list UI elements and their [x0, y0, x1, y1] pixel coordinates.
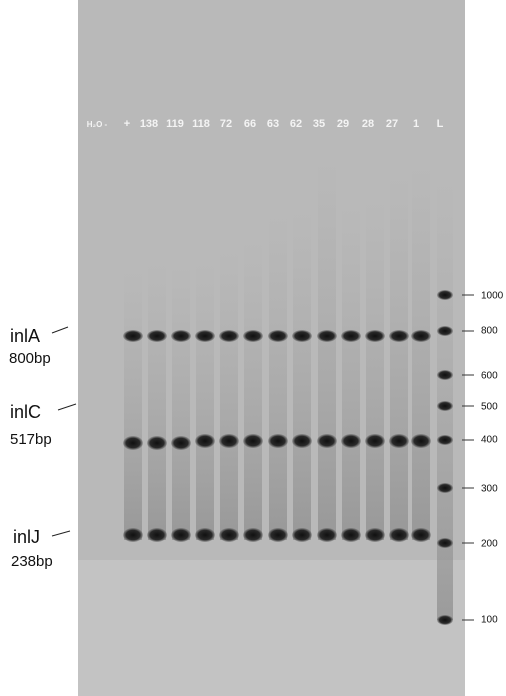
- band: [389, 330, 409, 342]
- lane-label: 35: [313, 118, 325, 130]
- band: [171, 330, 191, 342]
- ladder-band: [437, 401, 453, 411]
- lane-label: 118: [192, 118, 210, 130]
- band: [411, 528, 431, 542]
- band: [219, 528, 239, 542]
- band: [341, 330, 361, 342]
- band: [317, 528, 337, 542]
- gel-lower: [78, 560, 465, 696]
- band: [411, 330, 431, 342]
- lane-label: +: [124, 118, 130, 130]
- band: [147, 528, 167, 542]
- band: [268, 434, 288, 448]
- band: [147, 330, 167, 342]
- ladder-label: 300: [481, 484, 498, 495]
- gene-name: inlA: [10, 326, 40, 346]
- smear: [220, 250, 238, 540]
- band: [365, 528, 385, 542]
- band: [243, 330, 263, 342]
- band: [195, 528, 215, 542]
- ladder-label: 200: [481, 539, 498, 550]
- pointer: [51, 530, 71, 537]
- band: [171, 528, 191, 542]
- band: [123, 330, 143, 342]
- lane-label: 1: [413, 118, 419, 130]
- band: [123, 436, 143, 450]
- smear: [366, 200, 384, 540]
- gene-size: 800bp: [9, 350, 51, 367]
- smear: [293, 210, 311, 540]
- band: [219, 434, 239, 448]
- ladder-label: 400: [481, 435, 498, 446]
- band: [243, 434, 263, 448]
- ladder-band: [437, 435, 453, 445]
- lane-label: 28: [362, 118, 374, 130]
- smear: [318, 160, 336, 540]
- lane-label: 62: [290, 118, 302, 130]
- lane-label: L: [437, 118, 444, 130]
- gene-name: inlC: [10, 402, 41, 422]
- band: [411, 434, 431, 448]
- lane-label: 29: [337, 118, 349, 130]
- lane-label: H₂O -: [87, 120, 108, 129]
- smear: [124, 270, 142, 540]
- ladder-label: 100: [481, 615, 498, 626]
- ladder-label: 600: [481, 371, 498, 382]
- band: [195, 330, 215, 342]
- band: [243, 528, 263, 542]
- band: [317, 434, 337, 448]
- band: [195, 434, 215, 448]
- ladder-label: 800: [481, 326, 498, 337]
- ladder-label: 1000: [481, 291, 504, 302]
- gene-name: inlJ: [13, 527, 40, 547]
- smear: [412, 165, 430, 540]
- smear: [196, 262, 214, 540]
- smear: [342, 205, 360, 540]
- smear: [172, 265, 190, 540]
- pointer: [51, 326, 69, 334]
- band: [292, 330, 312, 342]
- band: [389, 528, 409, 542]
- band: [147, 436, 167, 450]
- smear: [390, 175, 408, 540]
- band: [292, 528, 312, 542]
- smear: [148, 262, 166, 540]
- band: [389, 434, 409, 448]
- lane-label: 72: [220, 118, 232, 130]
- band: [123, 528, 143, 542]
- band: [292, 434, 312, 448]
- band: [341, 434, 361, 448]
- lane-label: 138: [140, 118, 158, 130]
- band: [365, 434, 385, 448]
- lane-label: 27: [386, 118, 398, 130]
- lane-label: 119: [166, 118, 184, 130]
- ladder-band: [437, 326, 453, 336]
- band: [219, 330, 239, 342]
- ladder-band: [437, 290, 453, 300]
- lane-label: 66: [244, 118, 256, 130]
- band: [268, 528, 288, 542]
- band: [171, 436, 191, 450]
- smear: [269, 215, 287, 540]
- band: [317, 330, 337, 342]
- band: [365, 330, 385, 342]
- ladder-band: [437, 483, 453, 493]
- ladder-band: [437, 370, 453, 380]
- band: [268, 330, 288, 342]
- smear: [244, 240, 262, 540]
- band: [341, 528, 361, 542]
- ladder-band: [437, 538, 453, 548]
- ladder-label: 500: [481, 402, 498, 413]
- gene-size: 238bp: [11, 553, 53, 570]
- lane-label: 63: [267, 118, 279, 130]
- ladder-band: [437, 615, 453, 625]
- gene-size: 517bp: [10, 431, 52, 448]
- pointer: [57, 403, 77, 411]
- smear: [437, 180, 453, 620]
